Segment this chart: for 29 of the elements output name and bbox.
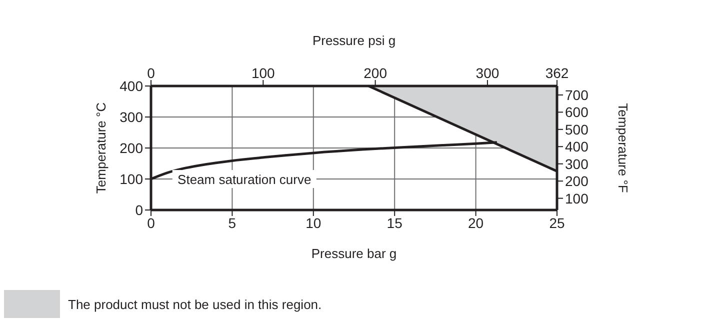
x2-axis-title: Pressure psi g xyxy=(312,33,396,48)
y-tick-label: 200 xyxy=(120,140,144,156)
y-tick-label: 300 xyxy=(120,108,144,125)
x2-tick-label: 300 xyxy=(476,65,500,81)
y2-tick-label: 300 xyxy=(565,156,589,172)
y-axis-title: Temperature °C xyxy=(94,102,109,194)
x-tick-label: 15 xyxy=(386,214,403,231)
x-tick-label: 5 xyxy=(228,214,236,231)
x-tick-label: 25 xyxy=(549,214,565,231)
x2-tick-label: 100 xyxy=(251,65,276,81)
y2-tick-label: 500 xyxy=(565,121,589,138)
x2-tick-label: 200 xyxy=(364,65,388,81)
y2-tick-label: 100 xyxy=(565,190,589,206)
y-tick-label: 0 xyxy=(135,202,144,218)
x-tick-label: 20 xyxy=(468,214,484,231)
y2-tick-label: 200 xyxy=(565,173,589,190)
y-tick-label: 100 xyxy=(120,170,144,187)
series-label: Steam saturation curve xyxy=(178,172,312,187)
y2-tick-label: 400 xyxy=(565,138,589,155)
x-axis-title: Pressure bar g xyxy=(311,246,397,261)
y2-tick-label: 700 xyxy=(565,86,589,103)
y2-tick-label: 600 xyxy=(565,104,589,120)
x2-tick-label: 0 xyxy=(147,65,156,81)
y2-axis-title: Temperature °F xyxy=(615,103,630,193)
y-tick-label: 400 xyxy=(120,78,144,94)
x2-tick-label: 362 xyxy=(545,65,569,81)
legend-label: The product must not be used in this region. xyxy=(68,296,322,312)
x-tick-label: 10 xyxy=(306,214,322,231)
x-tick-label: 0 xyxy=(147,214,156,231)
